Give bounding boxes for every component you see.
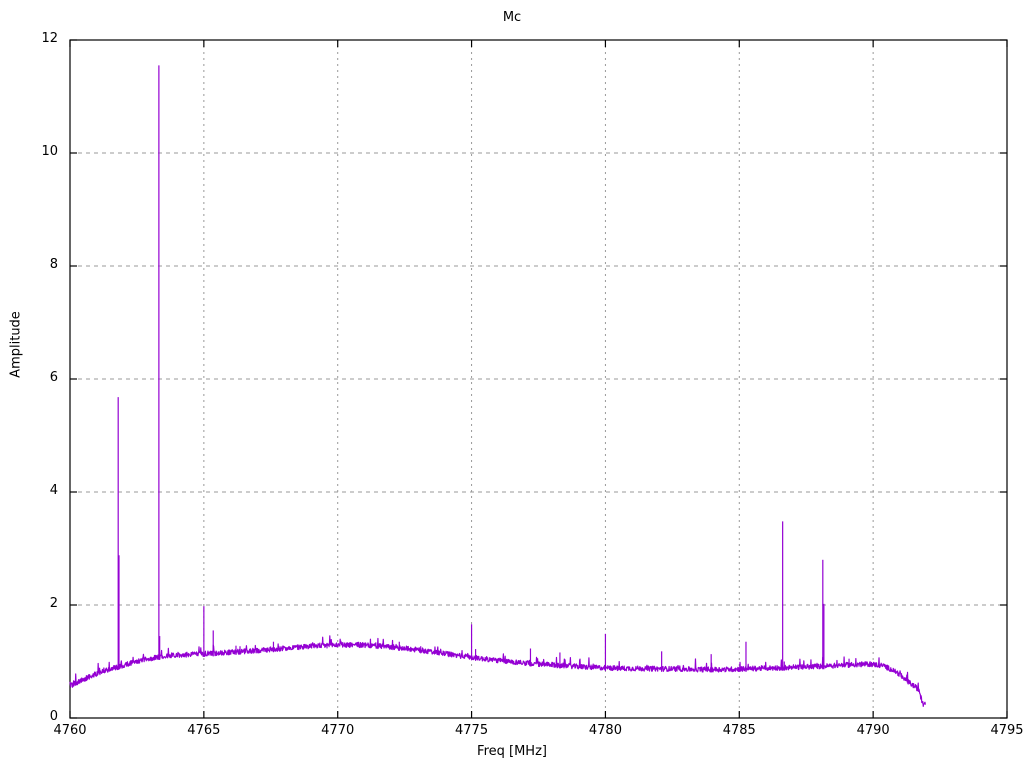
y-tick-label: 4 [49, 483, 58, 498]
y-tick-label: 6 [49, 370, 58, 385]
y-tick-label: 0 [49, 709, 58, 724]
plot-frame [69, 39, 1008, 719]
x-tick-label: 4775 [455, 723, 489, 738]
y-tick-label: 12 [41, 31, 58, 46]
x-tick-label: 4770 [321, 723, 355, 738]
x-tick-label: 4765 [187, 723, 221, 738]
y-tick-label: 8 [49, 257, 58, 272]
axis-ticks [69, 39, 1008, 719]
x-tick-label: 4760 [53, 723, 87, 738]
x-tick-label: 4795 [990, 723, 1024, 738]
x-tick-label: 4780 [588, 723, 622, 738]
y-tick-label: 2 [49, 596, 58, 611]
data-series-layer [69, 65, 926, 707]
x-axis-label: Freq [MHz] [477, 744, 547, 759]
grid-lines [70, 40, 1007, 718]
series-baseline-trace [69, 635, 926, 707]
x-tick-label: 4790 [856, 723, 890, 738]
x-tick-label: 4785 [722, 723, 756, 738]
y-tick-label: 10 [41, 144, 58, 159]
chart-title: Mc [502, 10, 522, 25]
